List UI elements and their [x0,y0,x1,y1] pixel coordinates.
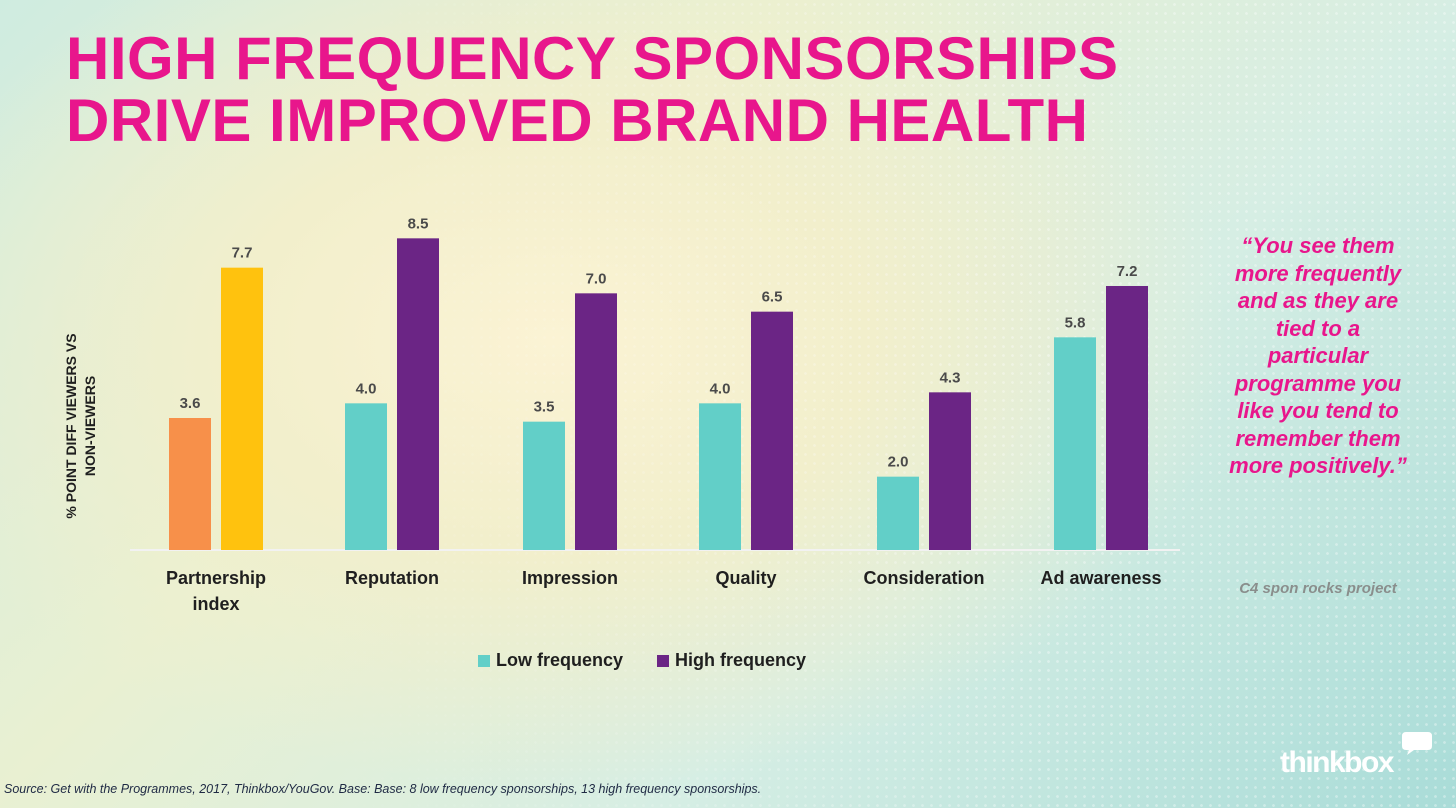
legend-label-high-frequency: High frequency [675,650,807,670]
speech-bubble-icon [1402,732,1432,755]
page-title-line-2: DRIVE IMPROVED BRAND HEALTH [66,87,1089,154]
bar-quality-high [751,311,793,550]
data-label-quality-high: 6.5 [762,289,783,306]
bar-ad-awareness-low [1054,337,1096,550]
data-label-quality-low: 4.0 [710,380,731,397]
source-footnote: Source: Get with the Programmes, 2017, T… [4,782,762,796]
category-label-partnership-index-line-1: Partnership [166,568,266,588]
data-label-partnership-index-high: 7.7 [232,245,253,262]
data-label-consideration-high: 4.3 [940,369,961,386]
bar-consideration-high [929,392,971,550]
y-axis-label-line-1: % POINT DIFF VIEWERS VS [63,333,79,518]
data-label-consideration-low: 2.0 [888,454,909,471]
data-label-impression-low: 3.5 [534,399,555,416]
category-label-reputation: Reputation [345,568,439,588]
legend-swatch-low-frequency [478,654,490,667]
category-label-quality: Quality [715,568,776,588]
bar-partnership-index-high [221,267,263,550]
bar-ad-awareness-high [1106,286,1148,550]
data-label-partnership-index-low: 3.6 [180,395,201,412]
data-label-ad-awareness-high: 7.2 [1117,263,1138,280]
testimonial-quote: “You see them more frequently and as the… [1229,233,1407,478]
y-axis-label-line-2: NON-VIEWERS [82,376,98,476]
bar-consideration-low [877,476,919,550]
legend-item-high-frequency: High frequency [657,650,806,671]
bar-impression-high [575,293,617,550]
page-title-line-1: HIGH FREQUENCY SPONSORSHIPS [66,25,1119,92]
bar-quality-low [699,403,741,550]
chart-legend: Low frequency High frequency [478,650,806,671]
data-label-impression-high: 7.0 [586,270,607,287]
category-label-ad-awareness: Ad awareness [1040,568,1161,588]
legend-swatch-high-frequency [657,654,670,667]
legend-item-low-frequency: Low frequency [478,650,623,671]
bar-partnership-index-low [169,418,211,550]
data-label-reputation-high: 8.5 [408,215,429,232]
bar-reputation-low [345,403,387,550]
data-label-reputation-low: 4.0 [356,380,377,397]
legend-label-low-frequency: Low frequency [496,650,624,670]
category-label-impression: Impression [522,568,618,588]
page-title: HIGH FREQUENCY SPONSORSHIPS DRIVE IMPROV… [66,28,1119,152]
brand-logo: thinkbox [1280,746,1395,779]
testimonial-source: C4 spon rocks project [1239,580,1397,597]
bar-reputation-high [397,238,439,551]
category-label-partnership-index-line-2: index [192,594,239,614]
category-label-consideration: Consideration [863,568,984,588]
bar-impression-low [523,421,565,550]
data-label-ad-awareness-low: 5.8 [1065,314,1086,331]
